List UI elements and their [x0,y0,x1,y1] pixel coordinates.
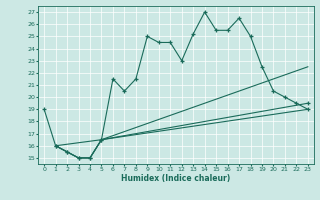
X-axis label: Humidex (Indice chaleur): Humidex (Indice chaleur) [121,174,231,183]
